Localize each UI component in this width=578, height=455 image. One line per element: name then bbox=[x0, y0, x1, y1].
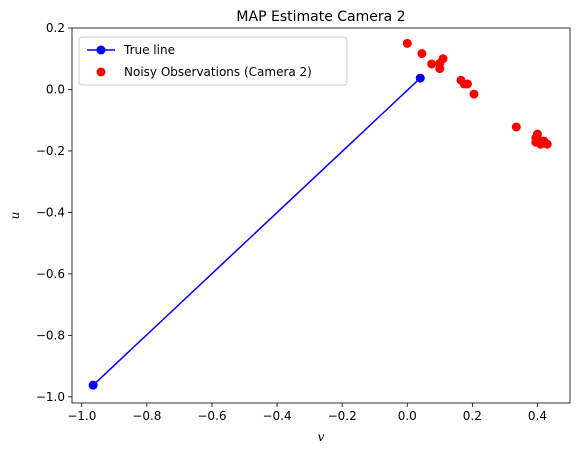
chart-title: MAP Estimate Camera 2 bbox=[236, 9, 405, 25]
legend-marker-swatch bbox=[96, 45, 106, 55]
legend-entry-label: True line bbox=[123, 43, 175, 57]
observation-point bbox=[462, 79, 472, 89]
plot-area bbox=[71, 27, 571, 404]
x-tick-label: 0.0 bbox=[398, 409, 417, 423]
legend-marker-swatch bbox=[96, 67, 106, 77]
observation-point bbox=[542, 139, 552, 149]
y-tick-label: −0.4 bbox=[36, 205, 65, 219]
y-tick-label: 0.2 bbox=[46, 21, 65, 35]
legend-box bbox=[78, 36, 348, 86]
x-tick-label: −0.8 bbox=[132, 409, 161, 423]
observation-point bbox=[402, 38, 412, 48]
x-tick-label: 0.4 bbox=[528, 409, 547, 423]
x-tick-label: 0.2 bbox=[463, 409, 482, 423]
observation-point bbox=[511, 122, 521, 132]
x-axis-label: v bbox=[318, 430, 325, 444]
y-tick-label: −0.6 bbox=[36, 267, 65, 281]
observation-point bbox=[417, 49, 427, 59]
y-tick-label: −1.0 bbox=[36, 390, 65, 404]
true-line-marker bbox=[415, 73, 425, 83]
x-tick-label: −0.4 bbox=[262, 409, 291, 423]
plot-frame bbox=[71, 27, 571, 404]
x-tick-label: −1.0 bbox=[67, 409, 96, 423]
y-tick-label: −0.8 bbox=[36, 328, 65, 342]
observation-point bbox=[427, 59, 437, 69]
x-tick-label: −0.6 bbox=[197, 409, 226, 423]
x-tick-label: −0.2 bbox=[328, 409, 357, 423]
true-line-path bbox=[92, 77, 421, 386]
y-axis-label: u bbox=[8, 212, 22, 220]
observation-point bbox=[435, 64, 445, 74]
true-line-marker bbox=[88, 380, 98, 390]
observation-point bbox=[469, 89, 479, 99]
observation-point bbox=[438, 54, 448, 64]
legend: True line Noisy Observations (Camera 2) bbox=[78, 36, 348, 86]
axis-ticks: −1.0 −0.8 −0.6 −0.4 −0.2 0.0 0.2 0.4 0.2 0.0 −0.2 −… bbox=[36, 21, 547, 423]
y-tick-label: 0.0 bbox=[46, 82, 65, 96]
y-tick-label: −0.2 bbox=[36, 144, 65, 158]
legend-entry-label: Noisy Observations (Camera 2) bbox=[124, 65, 312, 79]
